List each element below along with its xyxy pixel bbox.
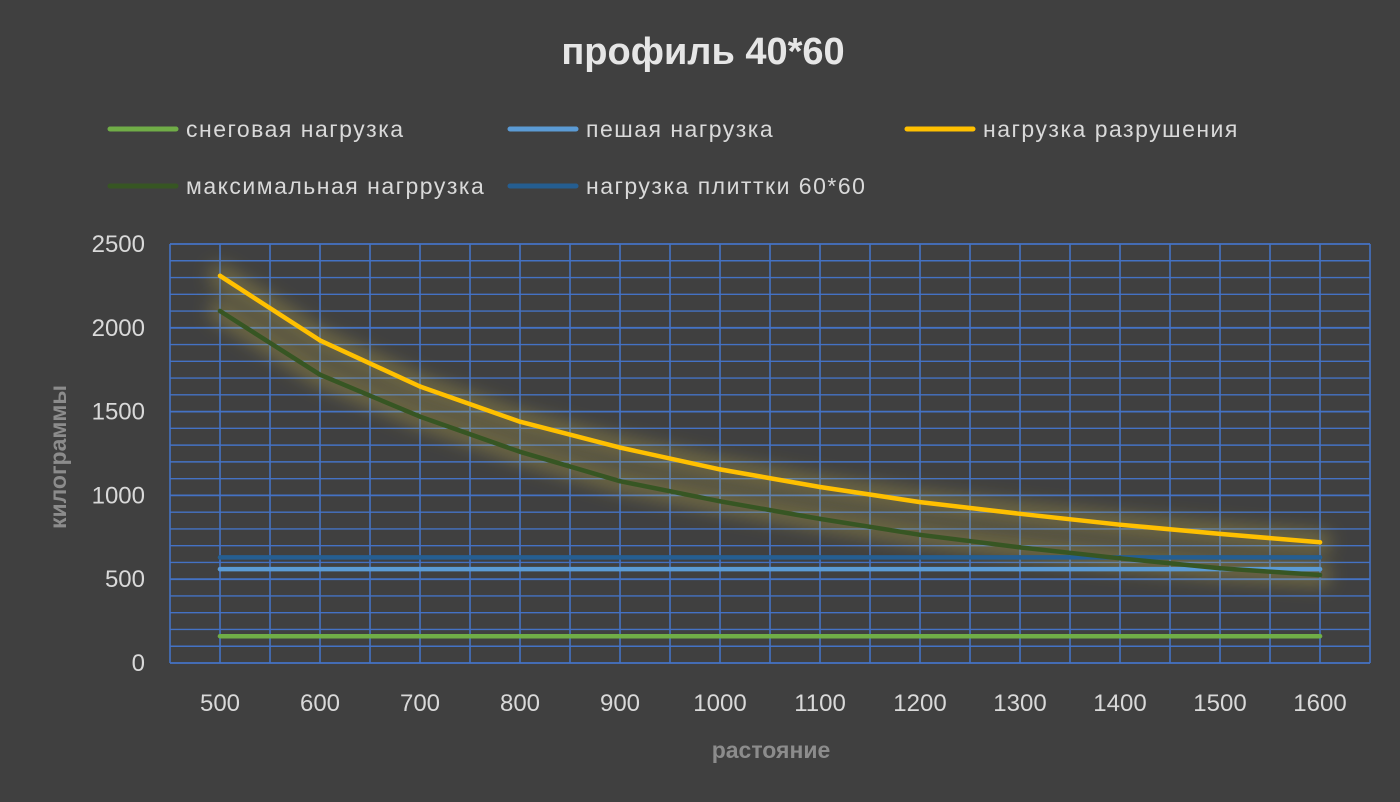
x-tick-label: 500	[200, 690, 240, 717]
data-point	[917, 566, 923, 572]
legend-item: нагрузка разрушения	[904, 116, 1239, 142]
data-point	[417, 555, 423, 560]
data-point	[1217, 555, 1223, 560]
data-point	[217, 555, 223, 560]
x-tick-label: 1100	[794, 690, 846, 717]
data-point	[717, 555, 723, 560]
data-point	[617, 566, 623, 572]
data-point	[417, 384, 423, 389]
legend-label: нагрузка плиттки 60*60	[586, 173, 866, 199]
y-tick-label: 2500	[92, 231, 145, 258]
data-point	[817, 516, 823, 522]
data-point	[1017, 633, 1023, 639]
x-tick-label: 1400	[1093, 690, 1146, 717]
y-tick-label: 1500	[92, 399, 145, 426]
data-point	[1217, 566, 1223, 571]
data-point	[517, 633, 523, 639]
data-point	[1017, 555, 1023, 560]
y-axis-ticks: 0 500 1000 1500 2000 2500	[92, 231, 145, 677]
data-point	[1117, 633, 1123, 639]
data-point	[217, 273, 223, 279]
data-point	[717, 566, 723, 572]
data-point	[317, 566, 323, 572]
data-point	[617, 555, 623, 560]
y-tick-label: 0	[132, 650, 145, 677]
data-point	[817, 484, 823, 490]
data-point	[817, 566, 823, 572]
legend-label: пешая нагрузка	[586, 116, 774, 142]
data-point	[1317, 572, 1323, 578]
data-point	[217, 566, 223, 572]
data-point	[917, 499, 923, 505]
data-point	[917, 532, 923, 537]
legend-item: максимальная нагррузка	[107, 173, 485, 199]
data-point	[417, 566, 423, 572]
legend-label: снеговая нагрузка	[186, 116, 405, 142]
data-point	[317, 633, 323, 639]
data-point	[1317, 540, 1323, 545]
legend-label: максимальная нагррузка	[186, 173, 485, 199]
legend-label: нагрузка разрушения	[983, 116, 1239, 142]
series-lines	[217, 273, 1323, 639]
data-point	[617, 633, 623, 639]
data-point	[717, 499, 723, 504]
data-point	[717, 633, 723, 639]
y-tick-label: 2000	[92, 315, 145, 342]
data-point	[817, 633, 823, 639]
data-point	[317, 372, 323, 377]
x-tick-label: 600	[300, 690, 340, 717]
data-point	[1317, 633, 1323, 639]
data-point	[1017, 511, 1023, 517]
grid	[169, 243, 1371, 664]
data-point	[917, 633, 923, 639]
data-point	[317, 555, 323, 560]
y-tick-label: 500	[105, 566, 145, 593]
x-tick-label: 1600	[1293, 690, 1346, 717]
data-point	[1217, 633, 1223, 639]
data-point	[317, 338, 323, 343]
x-axis-ticks: 500 600 700 800 900 1000 1100 1200 1300 1400 1500 1…	[200, 690, 1347, 717]
legend-item: нагрузка плиттки 60*60	[507, 173, 866, 199]
data-point	[1117, 566, 1123, 572]
data-point	[617, 445, 623, 450]
data-point	[517, 555, 523, 560]
data-point	[517, 419, 523, 424]
legend-item: снеговая нагрузка	[107, 116, 405, 142]
y-tick-label: 1000	[92, 482, 145, 509]
data-point	[217, 308, 223, 314]
data-point	[1217, 531, 1223, 537]
x-tick-label: 1000	[693, 690, 746, 717]
data-point	[1117, 522, 1123, 527]
x-tick-label: 800	[500, 690, 540, 717]
x-tick-label: 900	[600, 690, 640, 717]
x-tick-label: 1200	[893, 690, 946, 717]
data-point	[417, 633, 423, 639]
series-line	[217, 273, 1323, 545]
data-point	[217, 633, 223, 639]
chart-title: профиль 40*60	[561, 31, 844, 73]
data-point	[417, 414, 423, 419]
data-point	[817, 555, 823, 560]
series-line	[217, 308, 1323, 578]
data-point	[1317, 566, 1323, 572]
data-point	[1017, 566, 1023, 572]
data-point	[1017, 545, 1023, 550]
legend-item: пешая нагрузка	[507, 116, 774, 142]
data-point	[517, 449, 523, 455]
legend: снеговая нагрузка пешая нагрузка нагрузка …	[107, 116, 1239, 199]
data-point	[717, 467, 723, 472]
x-tick-label: 700	[400, 690, 440, 717]
data-point	[617, 478, 623, 484]
x-axis-title: растояние	[712, 737, 831, 763]
data-point	[517, 566, 523, 572]
y-axis-title: килограммы	[45, 385, 71, 529]
data-point	[917, 555, 923, 560]
data-point	[1317, 555, 1323, 560]
x-tick-label: 1300	[993, 690, 1046, 717]
x-tick-label: 1500	[1193, 690, 1246, 717]
data-point	[1117, 556, 1123, 561]
